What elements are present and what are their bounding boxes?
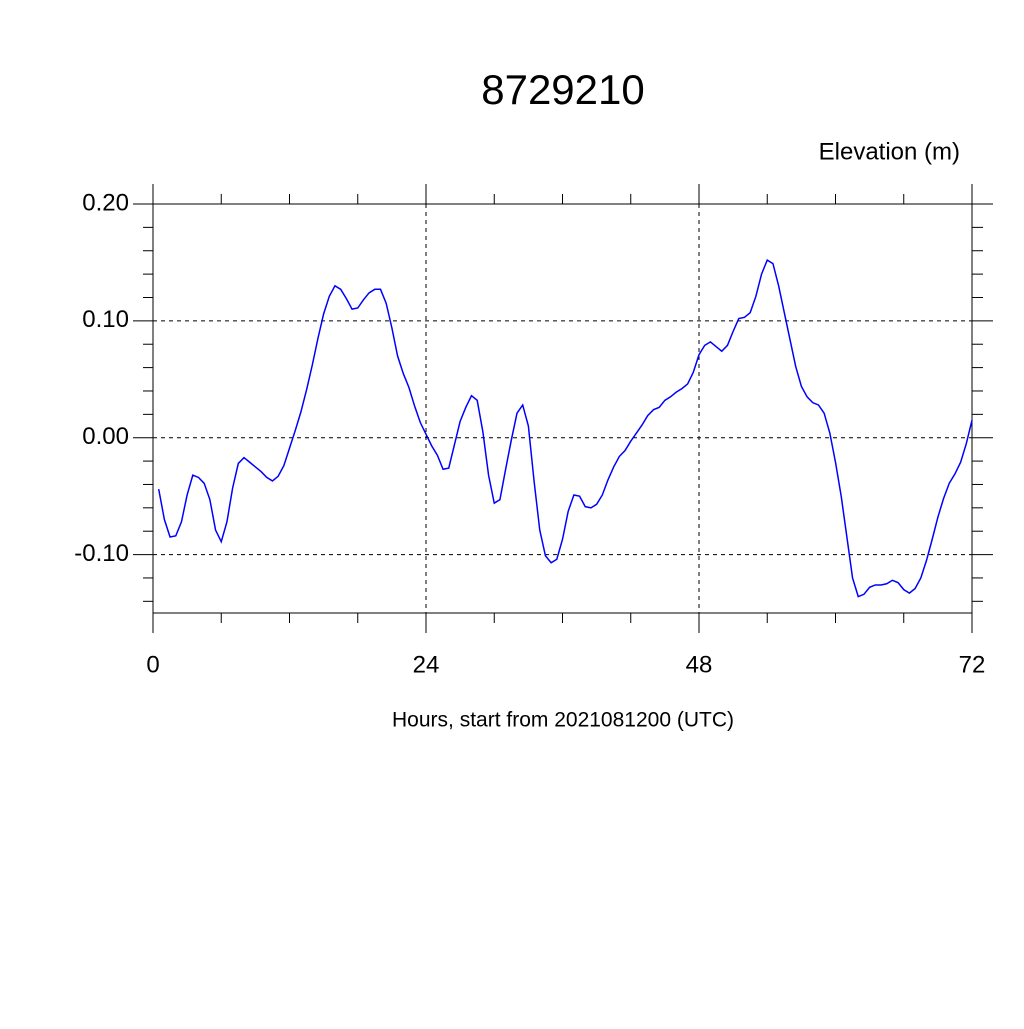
x-axis-label: Hours, start from 2021081200 (UTC) — [392, 709, 734, 732]
x-tick-label: 24 — [413, 651, 440, 678]
x-tick-label: 48 — [686, 651, 713, 678]
y-tick-label: 0.00 — [82, 423, 129, 450]
chart-title: 8729210 — [481, 66, 645, 113]
y-axis-label: Elevation (m) — [819, 138, 960, 165]
y-tick-label: -0.10 — [74, 540, 129, 567]
x-tick-label: 72 — [959, 651, 986, 678]
x-tick-label: 0 — [146, 651, 159, 678]
data-line — [157, 258, 973, 598]
y-tick-label: 0.20 — [82, 189, 129, 216]
y-tick-label: 0.10 — [82, 306, 129, 333]
